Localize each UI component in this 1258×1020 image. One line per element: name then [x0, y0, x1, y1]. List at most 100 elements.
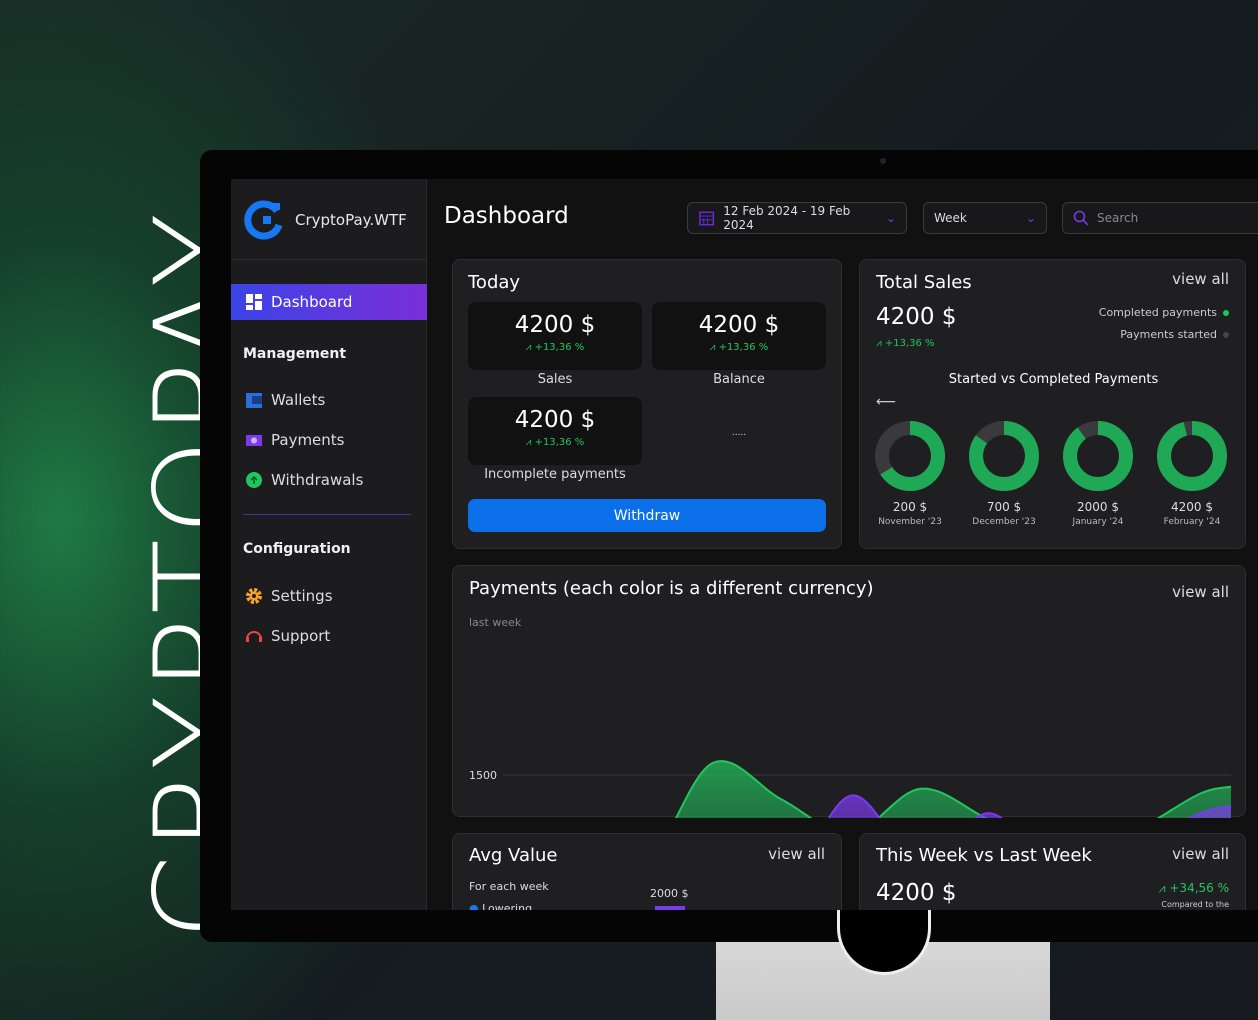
donut-month: February '24	[1163, 517, 1221, 527]
sidebar-item-payments[interactable]: Payments	[245, 431, 344, 449]
screen: CryptoPay.WTF Dashboard Management Walle…	[231, 179, 1258, 910]
week-vs-value: 4200 $	[876, 880, 957, 906]
divider	[243, 514, 411, 515]
divider	[231, 259, 427, 260]
period-select[interactable]: Week ⌄	[923, 202, 1047, 234]
stat-label: Balance	[713, 372, 765, 387]
donut-subtitle: Started vs Completed Payments	[948, 372, 1159, 387]
donut-2: 2000 $ January '24	[1062, 420, 1134, 527]
card-title: Payments (each color is a different curr…	[469, 578, 874, 599]
legend-dot	[1223, 331, 1229, 338]
legend-label: Payments started	[1120, 328, 1217, 341]
legend-completed: Completed payments	[1099, 306, 1229, 319]
page-title: Dashboard	[444, 203, 569, 229]
card-title: Avg Value	[469, 845, 558, 866]
trend-up-icon: ⩘	[525, 437, 535, 448]
payments-area-chart: 500100015001415161718192021222324	[469, 760, 1232, 818]
search-icon	[1073, 210, 1089, 226]
date-range-picker[interactable]: 12 Feb 2024 - 19 Feb 2024 ⌄	[687, 202, 907, 234]
sidebar-item-withdrawals[interactable]: Withdrawals	[245, 471, 363, 489]
stat-value: 4200 $	[698, 312, 780, 338]
sidebar-item-label: Support	[271, 627, 331, 645]
series-line-1	[827, 794, 1232, 818]
period-value: Week	[934, 211, 967, 225]
trend-up-icon: ⩘	[1158, 881, 1170, 895]
withdraw-button[interactable]: Withdraw	[468, 499, 826, 532]
total-sales-value: 4200 $	[876, 304, 957, 330]
stat-value: 4200 $	[514, 312, 596, 338]
stat-sales: 4200 $ ⩘ +13,36 %	[468, 302, 642, 370]
avg-subtitle: For each week	[469, 880, 549, 893]
view-all-link[interactable]: view all	[768, 845, 825, 863]
search-input[interactable]: Search	[1062, 202, 1258, 234]
stat-label: Incomplete payments	[484, 467, 626, 482]
trend-up-icon: ⩘	[709, 342, 719, 353]
legend-dot: ●	[469, 902, 483, 910]
bar-label: 2000 $	[650, 887, 689, 900]
card-title: Total Sales	[876, 272, 972, 293]
stat-value: 4200 $	[514, 407, 596, 433]
donut-ring	[1063, 421, 1133, 491]
more-button[interactable]: .....	[731, 428, 747, 438]
donut-value: 200 $	[892, 500, 928, 514]
chevron-down-icon: ⌄	[885, 211, 896, 225]
section-management: Management	[243, 346, 347, 362]
legend-label: Completed payments	[1098, 306, 1217, 319]
dashboard-icon	[246, 294, 262, 310]
logo-icon	[244, 200, 283, 240]
series-area-0	[676, 761, 1231, 818]
chart-subtitle: last week	[469, 616, 522, 629]
donut-ring	[969, 421, 1039, 491]
section-configuration: Configuration	[243, 541, 351, 557]
donut-value: 2000 $	[1077, 500, 1119, 514]
card-title: This Week vs Last Week	[876, 845, 1092, 866]
week-vs-change: +34,56 %	[1169, 881, 1229, 895]
payments-card: Payments (each color is a different curr…	[452, 565, 1246, 818]
view-all-link[interactable]: view all	[1172, 583, 1229, 601]
legend-started: Payments started	[1120, 328, 1229, 341]
donut-0: 200 $ November '23	[874, 420, 946, 527]
legend-dot	[1223, 309, 1229, 316]
stat-change: +13,36 %	[534, 437, 585, 448]
total-sales-change: +13,36 %	[884, 338, 935, 349]
week-vs-card: This Week vs Last Week view all 4200 $ ⩘…	[859, 833, 1246, 910]
sidebar-item-dashboard[interactable]: Dashboard	[231, 284, 427, 320]
avg-value-card: Avg Value view all For each week 2000 $ …	[452, 833, 842, 910]
sidebar-item-label: Payments	[271, 431, 345, 449]
donut-value: 4200 $	[1171, 500, 1213, 514]
calendar-icon	[699, 211, 715, 226]
sidebar-item-label: Withdrawals	[271, 471, 364, 489]
series-area-1	[829, 795, 1231, 818]
search-placeholder: Search	[1097, 211, 1139, 225]
donut-ring	[1157, 421, 1227, 491]
withdrawals-icon	[246, 472, 262, 488]
donut-1: 700 $ December '23	[968, 420, 1040, 527]
sidebar-item-label: Settings	[271, 587, 333, 605]
card-title: Today	[468, 272, 521, 293]
stat-change: +13,36 %	[718, 342, 769, 353]
donut-ring	[875, 421, 945, 491]
view-all-link[interactable]: view all	[1172, 845, 1229, 863]
sidebar-item-label: Dashboard	[271, 293, 353, 311]
y-tick-label: 1500	[469, 769, 497, 782]
week-vs-note: Compared to the	[1161, 900, 1229, 909]
donut-month: December '23	[972, 517, 1036, 527]
stat-label: Sales	[537, 372, 573, 387]
date-range-value: 12 Feb 2024 - 19 Feb 2024	[723, 204, 851, 232]
donut-month: November '23	[878, 517, 942, 527]
logo[interactable]: CryptoPay.WTF	[243, 199, 407, 241]
trend-up-icon: ⩘	[525, 342, 535, 353]
app-name: CryptoPay.WTF	[295, 211, 407, 229]
sidebar-item-label: Wallets	[271, 391, 326, 409]
sidebar-item-support[interactable]: Support	[245, 627, 330, 645]
sidebar-item-settings[interactable]: Settings	[245, 587, 333, 605]
stat-change: +13,36 %	[534, 342, 585, 353]
stand-notch	[837, 900, 931, 975]
view-all-link[interactable]: view all	[1172, 270, 1229, 288]
chevron-down-icon: ⌄	[1025, 211, 1036, 225]
back-arrow-icon[interactable]: ⟵	[876, 394, 897, 410]
wallet-icon	[246, 393, 262, 408]
sidebar-item-wallets[interactable]: Wallets	[245, 391, 325, 409]
payments-icon	[246, 435, 262, 446]
total-sales-card: Total Sales view all 4200 $ ⩘ +13,36 % C…	[859, 259, 1246, 549]
